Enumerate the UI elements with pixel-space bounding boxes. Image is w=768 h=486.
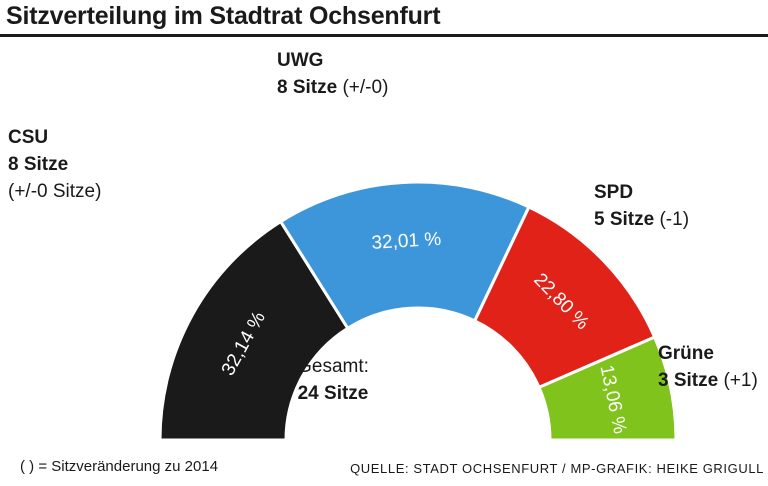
source-credit: QUELLE: STADT OCHSENFURT / MP-GRAFIK: HE… bbox=[350, 461, 764, 476]
party-change-csu: (+/-0 Sitze) bbox=[8, 181, 102, 202]
party-name-spd: SPD bbox=[594, 182, 634, 203]
party-label-spd: SPD 5 Sitze (-1) bbox=[594, 179, 689, 233]
segment-uwg bbox=[278, 180, 531, 331]
party-label-gruene: Grüne 3 Sitze (+1) bbox=[658, 340, 758, 394]
chart-title: Sitzverteilung im Stadtrat Ochsenfurt bbox=[6, 2, 441, 30]
title-rule bbox=[0, 34, 768, 37]
party-seats-spd: 5 Sitze bbox=[594, 209, 655, 230]
segment-csu bbox=[158, 219, 350, 442]
party-label-csu: CSU 8 Sitze (+/-0 Sitze) bbox=[8, 124, 101, 205]
party-change-spd: (-1) bbox=[659, 209, 690, 230]
party-name-csu: CSU bbox=[8, 127, 49, 148]
party-seats-gruene: 3 Sitze bbox=[658, 370, 719, 391]
value-label-uwg: 32,01 % bbox=[371, 229, 442, 254]
party-name-uwg: UWG bbox=[277, 50, 324, 71]
footnote: ( ) = Sitzveränderung zu 2014 bbox=[20, 458, 219, 475]
party-change-uwg: (+/-0) bbox=[342, 77, 389, 98]
party-name-gruene: Grüne bbox=[658, 343, 714, 364]
party-label-uwg: UWG 8 Sitze (+/-0) bbox=[277, 47, 388, 101]
total-caption: Gesamt: bbox=[297, 356, 369, 377]
total-seats-label: Gesamt: 24 Sitze bbox=[270, 353, 396, 407]
total-value: 24 Sitze bbox=[297, 383, 369, 404]
party-seats-uwg: 8 Sitze bbox=[277, 77, 338, 98]
party-change-gruene: (+1) bbox=[723, 370, 758, 391]
party-seats-csu: 8 Sitze bbox=[8, 154, 69, 175]
segment-gruene bbox=[537, 335, 678, 442]
